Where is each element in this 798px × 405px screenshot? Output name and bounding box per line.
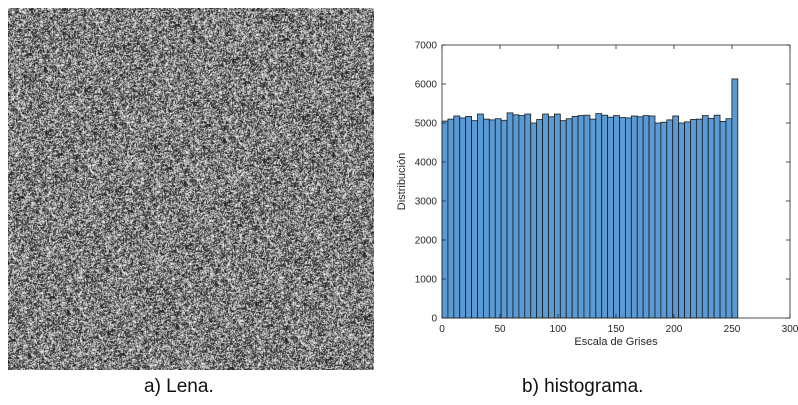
y-tick-label: 5000 xyxy=(415,119,438,130)
histogram-bar xyxy=(607,116,614,319)
histogram-bar xyxy=(447,118,455,319)
histogram-bar xyxy=(595,113,603,319)
histogram-bar xyxy=(583,114,591,319)
y-tick-label: 6000 xyxy=(415,80,438,91)
histogram-bar xyxy=(577,115,585,319)
histogram-bar xyxy=(695,118,703,319)
histogram-bar xyxy=(542,113,549,319)
histogram-bar xyxy=(690,119,697,319)
histogram-bar xyxy=(494,118,502,319)
histogram-bar xyxy=(654,122,662,319)
noise-canvas xyxy=(8,8,374,370)
histogram-bar xyxy=(642,115,650,319)
x-tick-label: 250 xyxy=(724,324,741,335)
histogram-bar xyxy=(613,115,620,319)
histogram-bar xyxy=(648,115,656,319)
histogram-bar xyxy=(725,118,733,319)
histogram-bar xyxy=(536,119,543,319)
y-tick-label: 2000 xyxy=(415,236,438,247)
histogram-bar xyxy=(707,117,715,319)
histogram-bar xyxy=(678,122,685,319)
histogram-bar xyxy=(483,118,490,319)
histogram-bar xyxy=(731,78,739,319)
histogram-bar xyxy=(660,121,668,319)
x-tick-label: 300 xyxy=(782,324,798,335)
x-tick-label: 100 xyxy=(550,324,567,335)
y-tick-label: 4000 xyxy=(415,158,438,169)
histogram-bar xyxy=(441,120,449,319)
x-tick-label: 50 xyxy=(494,324,506,335)
histogram-bar xyxy=(589,118,597,319)
histogram-bar xyxy=(601,114,609,319)
x-tick-label: 0 xyxy=(439,324,445,335)
histogram-bar xyxy=(624,117,632,319)
histogram-bar xyxy=(559,120,567,319)
histogram-bar xyxy=(684,121,691,319)
histogram-chart: 0 50 100 150 200 250 3000100020003000400050006… xyxy=(396,41,798,349)
histogram-bar xyxy=(453,115,461,319)
histogram-bar xyxy=(636,116,644,319)
histogram-bar xyxy=(488,119,496,319)
y-tick-label: 0 xyxy=(431,314,437,325)
histogram-bar xyxy=(565,118,573,319)
histogram-bar xyxy=(477,113,484,319)
histogram-bar xyxy=(713,114,721,319)
histogram-bars xyxy=(441,78,739,319)
histogram-bar xyxy=(518,115,526,319)
encrypted-lena-image xyxy=(8,8,374,370)
histogram-ticks: 0 50 100 150 200 250 3000100020003000400050006… xyxy=(415,41,798,336)
histogram-bar xyxy=(530,122,538,319)
histogram-bar xyxy=(459,117,467,319)
histogram-bar xyxy=(701,115,709,319)
histogram-bar xyxy=(554,113,561,319)
histogram-bar xyxy=(672,115,680,319)
histogram-bar xyxy=(524,113,532,319)
histogram-bar xyxy=(500,119,508,319)
y-tick-label: 7000 xyxy=(415,41,438,52)
x-tick-label: 200 xyxy=(666,324,683,335)
x-tick-label: 150 xyxy=(608,324,625,335)
histogram-bar xyxy=(571,115,579,319)
histogram-bar xyxy=(465,115,472,319)
histogram-bar xyxy=(630,115,638,319)
y-tick-label: 1000 xyxy=(415,275,438,286)
x-axis-label: Escala de Grises xyxy=(574,336,658,348)
caption-left: a) Lena. xyxy=(144,376,214,397)
histogram-bar xyxy=(548,116,555,319)
y-tick-label: 3000 xyxy=(415,197,438,208)
histogram-bar xyxy=(512,114,520,319)
histogram-bar xyxy=(471,120,478,319)
histogram-bar xyxy=(506,112,514,319)
caption-right: b) histograma. xyxy=(522,376,644,397)
histogram-bar xyxy=(719,121,727,319)
histogram-bar xyxy=(666,119,674,319)
histogram-bar xyxy=(619,117,626,319)
y-axis-label: Distribución xyxy=(396,153,408,210)
